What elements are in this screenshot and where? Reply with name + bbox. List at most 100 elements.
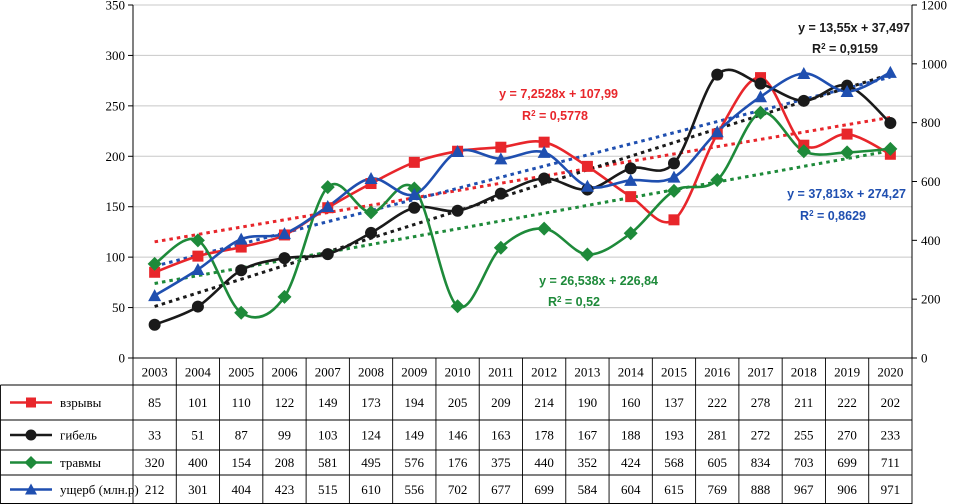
table-cell: 400 [188,455,208,470]
data-point [450,299,465,314]
y-left-tick-label: 0 [119,351,126,366]
table-cell: 85 [148,395,161,410]
table-cell: 424 [621,455,641,470]
trend-r2: R2 = 0,5778 [522,109,588,124]
table-cell: 193 [664,428,684,443]
trend-equation: y = 13,55x + 37,497 [798,21,910,35]
table-cell: 149 [405,428,425,443]
data-point [364,205,379,220]
x-tick-label: 2011 [488,365,514,380]
table-cell: 699 [534,482,554,497]
data-point [408,156,420,168]
table-cell: 320 [145,455,165,470]
trendline-3 [154,75,891,268]
data-point [755,72,767,84]
data-point [840,84,854,97]
table-cell: 584 [578,482,598,497]
table-cell: 278 [751,395,771,410]
trendline-2 [154,149,891,285]
data-point [754,77,767,90]
data-point [320,180,335,195]
table-cell: 194 [405,395,425,410]
y-left-tick-label: 350 [106,0,126,13]
y-right-tick-label: 1200 [921,0,947,13]
data-point [149,266,161,278]
table-cell: 834 [751,455,771,470]
x-tick-label: 2006 [271,365,298,380]
data-point [365,226,378,239]
y-left-tick-label: 200 [106,149,126,164]
table-cell: 233 [881,428,901,443]
table-cell: 99 [278,428,291,443]
x-tick-label: 2004 [185,365,212,380]
table-cell: 103 [318,428,338,443]
data-point [624,173,638,186]
x-tick-label: 2008 [358,365,384,380]
table-cell: 167 [578,428,598,443]
data-point [710,173,725,188]
x-tick-label: 2019 [834,365,860,380]
table-cell: 214 [534,395,554,410]
trend-equations: y = 7,2528x + 107,99 R2 = 0,5778 y = 13,55… [499,21,910,309]
trendline-0 [154,115,891,244]
data-point [148,289,162,302]
table-cell: 703 [794,455,814,470]
table-cell: 33 [148,428,161,443]
table-cell: 272 [751,428,771,443]
legend-label: травмы [60,455,101,470]
data-point [277,289,292,304]
data-point [666,183,681,198]
data-point [321,248,334,261]
data-point [192,250,204,262]
data-point [667,157,680,170]
table-cell: 205 [448,395,468,410]
table-cell: 440 [534,455,554,470]
data-point [451,144,465,157]
data-point [537,145,551,158]
table-cell: 208 [275,455,295,470]
table-cell: 515 [318,482,338,497]
legend-label: гибель [60,428,97,443]
x-tick-label: 2013 [574,365,600,380]
data-point [710,125,724,138]
data-point [493,240,508,255]
data-point [235,241,247,253]
data-point [147,256,162,271]
table-cell: 149 [318,395,338,410]
table-cell: 971 [881,482,901,497]
table-cell: 146 [448,428,468,443]
table-cell: 699 [837,455,857,470]
data-point [191,262,205,275]
data-point [191,300,204,313]
table-cell: 51 [191,428,204,443]
table-cell: 270 [837,428,857,443]
data-point [753,105,768,120]
data-point [537,221,552,236]
x-tick-label: 2015 [661,365,687,380]
data-point [840,145,855,160]
table-cell: 615 [664,482,684,497]
data-point [623,226,638,241]
data-point [624,162,637,175]
data-point [190,233,205,248]
data-point [667,170,681,183]
table-cell: 101 [188,395,208,410]
table-cell: 610 [361,482,381,497]
table-cell: 556 [405,482,425,497]
data-point [796,144,811,159]
table-cell: 122 [275,395,295,410]
x-tick-label: 2014 [618,365,645,380]
y-right-tick-label: 0 [921,351,928,366]
table-cell: 495 [361,455,381,470]
data-point [625,191,637,203]
table-cell: 124 [361,428,381,443]
data-point [538,136,550,148]
table-cell: 209 [491,395,511,410]
data-point [234,305,249,320]
table-cell: 137 [664,395,684,410]
data-point [797,67,811,80]
table-cell: 702 [448,482,468,497]
table-cell: 568 [664,455,684,470]
data-point [451,204,464,217]
series-markers [147,65,898,331]
